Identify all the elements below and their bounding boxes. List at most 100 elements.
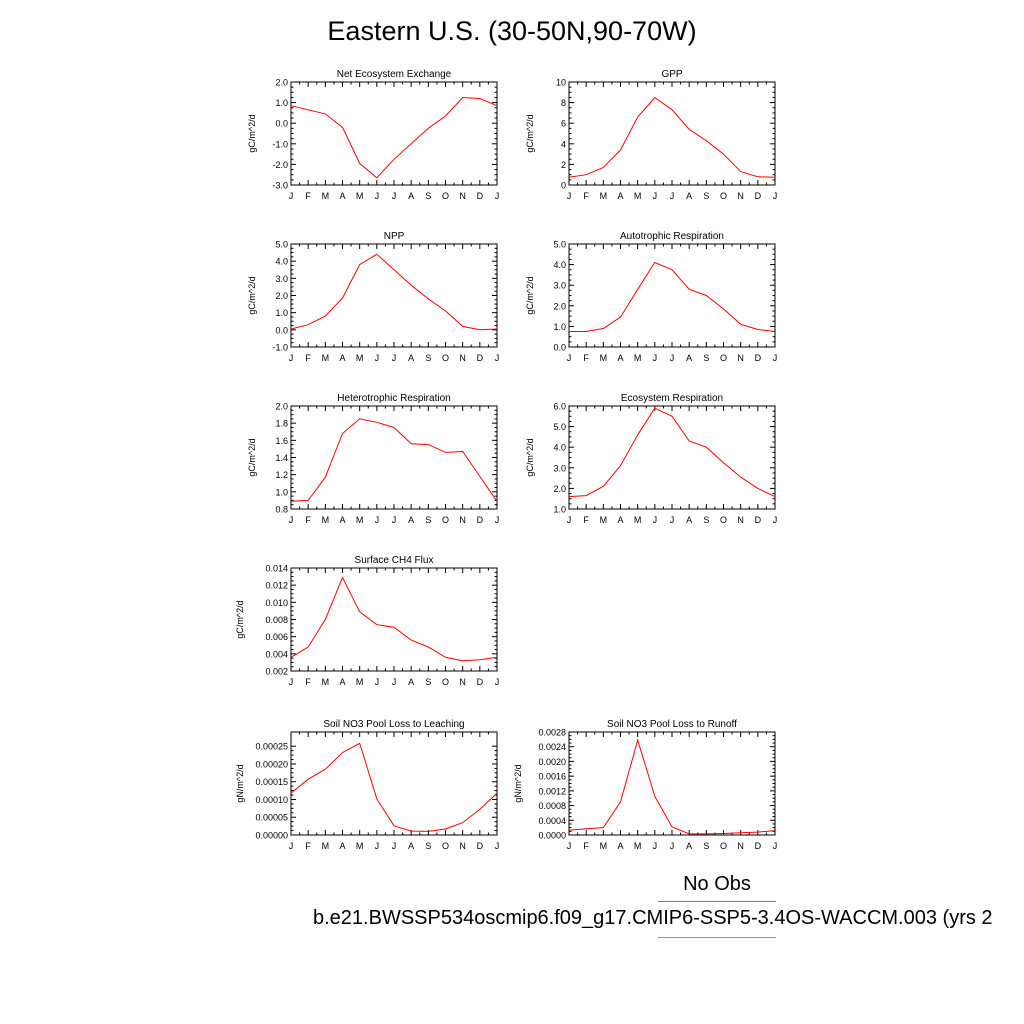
data-point bbox=[342, 752, 343, 753]
x-tick-label: A bbox=[617, 515, 623, 525]
x-tick-label: D bbox=[477, 353, 484, 363]
data-point bbox=[706, 295, 707, 296]
x-tick-label: F bbox=[583, 841, 589, 851]
x-tick-label: J bbox=[670, 515, 675, 525]
x-tick-label: N bbox=[459, 677, 466, 687]
y-tick-label: 2.0 bbox=[275, 78, 288, 88]
data-point bbox=[586, 331, 587, 332]
y-tick-label: 4.0 bbox=[553, 260, 566, 270]
data-point bbox=[774, 830, 775, 831]
data-point bbox=[603, 167, 604, 168]
x-tick-label: J bbox=[653, 515, 658, 525]
data-point bbox=[325, 113, 326, 114]
x-tick-label: S bbox=[425, 353, 431, 363]
x-tick-label: N bbox=[459, 191, 466, 201]
x-tick-label: A bbox=[408, 841, 414, 851]
x-tick-label: A bbox=[339, 841, 345, 851]
x-tick-label: A bbox=[408, 353, 414, 363]
x-tick-label: M bbox=[356, 353, 364, 363]
data-point bbox=[428, 646, 429, 647]
y-tick-label: 0.006 bbox=[265, 632, 288, 642]
y-tick-label: 3.0 bbox=[275, 274, 288, 284]
series-line bbox=[569, 261, 776, 332]
chart-title: Net Ecosystem Exchange bbox=[337, 69, 452, 80]
data-point bbox=[637, 289, 638, 290]
data-point bbox=[376, 624, 377, 625]
data-point bbox=[445, 115, 446, 116]
x-tick-label: J bbox=[495, 841, 500, 851]
x-tick-label: J bbox=[375, 677, 380, 687]
y-tick-label: 2.0 bbox=[275, 402, 288, 412]
y-tick-label: 0.0 bbox=[275, 325, 288, 335]
data-point bbox=[342, 127, 343, 128]
x-tick-label: A bbox=[408, 677, 414, 687]
x-tick-label: A bbox=[339, 677, 345, 687]
x-tick-label: A bbox=[408, 515, 414, 525]
data-point bbox=[411, 143, 412, 144]
x-tick-label: J bbox=[392, 353, 397, 363]
x-tick-label: J bbox=[375, 191, 380, 201]
x-tick-label: J bbox=[392, 677, 397, 687]
x-tick-label: S bbox=[703, 191, 709, 201]
y-tick-label: 0.0028 bbox=[538, 728, 566, 738]
y-tick-label: 0.00025 bbox=[255, 742, 288, 752]
data-point bbox=[689, 440, 690, 441]
y-tick-label: 0.0004 bbox=[538, 816, 566, 826]
data-point bbox=[706, 447, 707, 448]
y-tick-label: 4 bbox=[561, 139, 566, 149]
x-tick-label: F bbox=[305, 191, 311, 201]
x-tick-label: S bbox=[425, 191, 431, 201]
x-tick-label: M bbox=[356, 191, 364, 201]
x-tick-label: S bbox=[703, 353, 709, 363]
data-point bbox=[740, 171, 741, 172]
x-tick-label: J bbox=[289, 191, 294, 201]
x-tick-label: D bbox=[477, 515, 484, 525]
data-point bbox=[568, 830, 569, 831]
data-point bbox=[359, 611, 360, 612]
x-tick-label: O bbox=[442, 515, 449, 525]
data-point bbox=[706, 833, 707, 834]
chart-title: Soil NO3 Pool Loss to Runoff bbox=[607, 719, 737, 730]
plot-frame bbox=[568, 405, 776, 510]
data-point bbox=[568, 496, 569, 497]
data-point bbox=[290, 657, 291, 658]
x-tick-label: M bbox=[600, 191, 608, 201]
data-point bbox=[290, 328, 291, 329]
y-tick-label: -1.0 bbox=[272, 343, 288, 353]
y-tick-label: 0.008 bbox=[265, 615, 288, 625]
data-point bbox=[620, 465, 621, 466]
chart-title: GPP bbox=[661, 69, 682, 80]
x-tick-label: O bbox=[720, 841, 727, 851]
chart-panel-surface-ch4-flux: Surface CH4 Flux J F M A M J J A S O N D J 0.002 0.004 0… bbox=[230, 550, 510, 700]
data-point bbox=[689, 289, 690, 290]
chart-title: Ecosystem Respiration bbox=[621, 393, 723, 404]
chart-panel-heterotrophic-respiration: Heterotrophic Respiration J F M A M J J A S O N D J 0.… bbox=[230, 388, 510, 538]
data-point bbox=[411, 285, 412, 286]
data-point bbox=[290, 792, 291, 793]
data-point bbox=[586, 828, 587, 829]
data-point bbox=[308, 500, 309, 501]
data-point bbox=[393, 627, 394, 628]
data-point bbox=[359, 743, 360, 744]
y-tick-label: 0.0024 bbox=[538, 742, 566, 752]
data-point bbox=[325, 769, 326, 770]
x-tick-label: J bbox=[773, 515, 778, 525]
y-tick-label: 1.4 bbox=[275, 453, 288, 463]
x-tick-label: D bbox=[755, 191, 762, 201]
data-point bbox=[479, 809, 480, 810]
y-tick-label: 6 bbox=[561, 119, 566, 129]
x-tick-label: M bbox=[356, 841, 364, 851]
x-tick-label: D bbox=[477, 841, 484, 851]
x-tick-label: M bbox=[322, 191, 330, 201]
x-tick-label: J bbox=[567, 191, 572, 201]
x-tick-label: J bbox=[653, 191, 658, 201]
x-tick-label: N bbox=[459, 353, 466, 363]
data-point bbox=[376, 254, 377, 255]
chart-panel-no3-runoff: Soil NO3 Pool Loss to Runoff J F M A M J J A S O N D… bbox=[508, 714, 788, 864]
data-point bbox=[325, 477, 326, 478]
y-tick-label: 4.0 bbox=[553, 443, 566, 453]
data-point bbox=[479, 98, 480, 99]
series-line bbox=[568, 96, 776, 178]
